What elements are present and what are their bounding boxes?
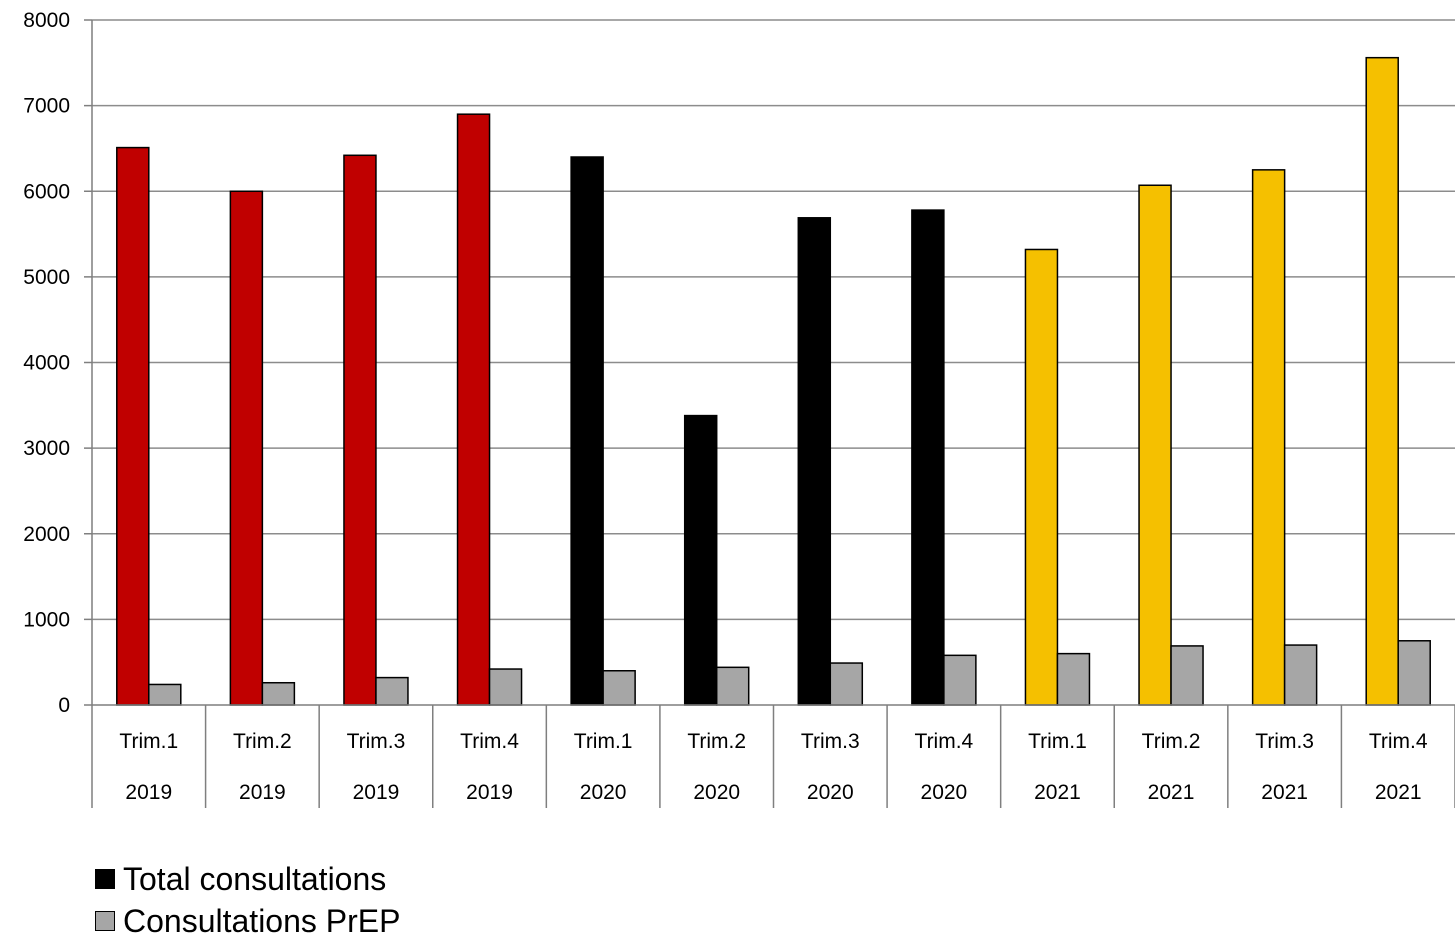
x-tick-label-year: 2020: [580, 781, 627, 804]
bars: [116, 56, 1431, 706]
bar-total-consultations: [343, 154, 377, 706]
gridlines: [92, 19, 1455, 621]
x-tick-label-year: 2020: [921, 781, 968, 804]
y-tick-label: 1000: [23, 608, 70, 631]
y-tick-label: 5000: [23, 266, 70, 289]
bar-consultations-prep: [1397, 640, 1431, 706]
bar-consultations-prep: [1283, 644, 1318, 706]
x-tick-label-year: 2020: [693, 781, 740, 804]
x-tick-label-year: 2019: [125, 781, 172, 804]
legend-label-total: Total consultations: [123, 860, 387, 897]
x-tick-label-year: 2021: [1034, 781, 1081, 804]
bar-consultations-prep: [375, 676, 409, 706]
legend-label-prep: Consultations PrEP: [123, 902, 401, 939]
bar-total-consultations: [1365, 56, 1399, 706]
x-tick-label-quarter: Trim.4: [460, 730, 519, 753]
legend-swatch-total: [95, 869, 115, 889]
bar-consultations-prep: [1170, 645, 1204, 706]
bar-consultations-prep: [715, 666, 750, 706]
bar-consultations-prep: [261, 681, 296, 706]
x-tick-label-quarter: Trim.2: [233, 730, 292, 753]
y-tick-label: 6000: [23, 180, 70, 203]
x-tick-label-year: 2021: [1148, 781, 1195, 804]
bar-consultations-prep: [829, 662, 864, 706]
bar-total-consultations: [1024, 248, 1059, 706]
y-tick-label: 7000: [23, 95, 70, 118]
bar-total-consultations: [911, 209, 945, 706]
x-tick-label-quarter: Trim.4: [915, 730, 974, 753]
bar-total-consultations: [456, 113, 491, 706]
x-tick-label-quarter: Trim.1: [574, 730, 633, 753]
bar-consultations-prep: [148, 683, 182, 706]
legend: Total consultations Consultations PrEP: [95, 858, 400, 942]
bar-total-consultations: [229, 190, 264, 706]
x-tick-label-year: 2020: [807, 781, 854, 804]
x-tick-label-year: 2019: [239, 781, 286, 804]
legend-item-total: Total consultations: [95, 858, 400, 900]
legend-swatch-prep: [95, 911, 115, 931]
x-tick-label-quarter: Trim.2: [687, 730, 746, 753]
bar-consultations-prep: [1056, 652, 1091, 706]
bar-consultations-prep: [943, 654, 977, 706]
bar-total-consultations: [797, 217, 832, 706]
bar-consultations-prep: [488, 668, 523, 706]
x-tick-label-quarter: Trim.3: [347, 730, 406, 753]
bar-total-consultations: [1251, 169, 1286, 706]
y-tick-label: 8000: [23, 9, 70, 32]
x-tick-label-quarter: Trim.2: [1142, 730, 1201, 753]
x-tick-label-year: 2021: [1261, 781, 1308, 804]
y-tick-label: 0: [58, 694, 70, 717]
x-tick-label-quarter: Trim.3: [801, 730, 860, 753]
x-axis: Trim.1 2019 Trim.2 2019 Trim.3 2019 Trim.4 2019…: [91, 704, 1455, 808]
x-tick-label-year: 2019: [466, 781, 513, 804]
x-tick-label-year: 2021: [1375, 781, 1422, 804]
x-tick-label-quarter: Trim.1: [1028, 730, 1087, 753]
x-tick-label-quarter: Trim.4: [1369, 730, 1428, 753]
bar-consultations-prep: [602, 670, 636, 706]
x-tick-label-quarter: Trim.3: [1255, 730, 1314, 753]
x-tick-label-quarter: Trim.1: [119, 730, 178, 753]
legend-item-prep: Consultations PrEP: [95, 900, 400, 942]
bar-total-consultations: [570, 156, 604, 706]
bar-total-consultations: [116, 146, 150, 706]
bar-total-consultations: [683, 414, 718, 706]
y-tick-label: 4000: [23, 352, 70, 375]
y-axis: 0 1000 2000 3000 4000 5000 6000 7000 8000: [23, 9, 93, 717]
bar-total-consultations: [1138, 184, 1172, 706]
y-tick-label: 2000: [23, 523, 70, 546]
x-tick-label-year: 2019: [353, 781, 400, 804]
y-tick-label: 3000: [23, 437, 70, 460]
